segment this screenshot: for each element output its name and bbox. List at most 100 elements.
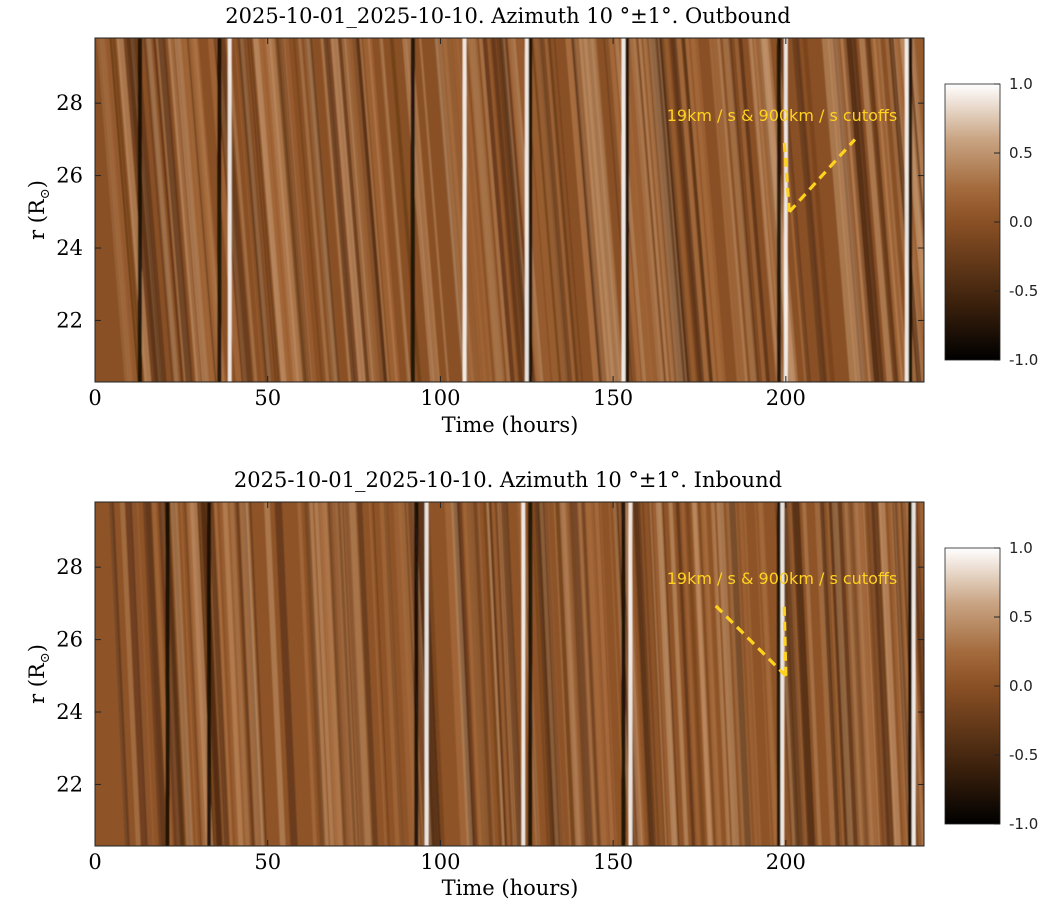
texture-streak <box>862 502 881 846</box>
colorbar-tick-label: -0.5 <box>1009 282 1038 300</box>
sun-symbol: ⊙ <box>38 652 53 663</box>
texture-streak <box>293 38 323 382</box>
texture-streak <box>696 502 717 846</box>
texture-streak <box>581 502 602 846</box>
texture-streak <box>125 502 148 846</box>
colorbar-tick-label: -1.0 <box>1009 351 1038 369</box>
texture-streak <box>553 38 583 382</box>
texture-streak <box>304 502 326 846</box>
texture-streak <box>559 502 581 846</box>
x-axis-label: Time (hours) <box>442 413 579 437</box>
dark-streak <box>528 38 533 382</box>
dark-streak <box>165 502 170 846</box>
texture-streak <box>327 502 347 846</box>
texture-streak <box>238 502 260 846</box>
texture-streak <box>297 502 317 846</box>
texture-streak <box>530 502 550 846</box>
texture-streak <box>452 38 487 382</box>
texture-streak <box>222 502 244 846</box>
texture-streak <box>368 502 387 846</box>
dark-streak <box>528 502 533 846</box>
texture-streak <box>354 502 373 846</box>
texture-streak <box>725 502 746 846</box>
texture-streak <box>681 38 714 382</box>
texture-streak <box>657 38 688 382</box>
texture-streak <box>393 502 415 846</box>
texture-streak <box>748 38 781 382</box>
texture-streak <box>500 38 531 382</box>
texture-streak <box>577 502 597 846</box>
texture-streak <box>668 502 689 846</box>
texture-streak <box>858 502 878 846</box>
texture-streak <box>119 502 141 846</box>
texture-streak <box>207 38 242 382</box>
texture-streak <box>472 502 494 846</box>
x-axis-label: Time (hours) <box>442 876 579 900</box>
texture-streak <box>479 38 509 382</box>
texture-streak <box>823 502 843 846</box>
texture-streak <box>586 38 621 382</box>
bright-streak <box>524 38 529 382</box>
texture-streak <box>733 38 768 382</box>
texture-streak <box>584 502 607 846</box>
texture-streak <box>867 38 899 382</box>
texture-streak <box>919 502 924 596</box>
heatmap-streaks <box>96 38 924 382</box>
bright-streak <box>621 38 626 382</box>
bright-streak <box>904 38 909 382</box>
texture-streak <box>659 38 691 382</box>
texture-streak <box>419 38 450 382</box>
texture-streak <box>890 502 908 846</box>
texture-streak <box>314 502 334 846</box>
annotation: 19km / s & 900km / s cutoffs <box>667 106 897 213</box>
texture-streak <box>108 38 140 382</box>
y-tick-label: 28 <box>56 555 83 579</box>
texture-streak <box>450 502 473 846</box>
texture-streak <box>280 38 310 382</box>
texture-streak <box>309 38 341 382</box>
texture-streak <box>710 38 746 382</box>
texture-streak <box>669 38 705 382</box>
texture-streak <box>547 38 579 382</box>
colorbar-tick-label: -1.0 <box>1009 815 1038 833</box>
texture-streak <box>235 502 255 846</box>
texture-streak <box>132 502 155 846</box>
texture-streak <box>213 502 233 846</box>
texture-streak <box>655 502 678 846</box>
sun-symbol: ⊙ <box>38 188 53 199</box>
x-tick-label: 100 <box>420 386 460 410</box>
texture-streak <box>633 502 654 846</box>
texture-streak <box>337 502 357 846</box>
texture-streak <box>496 502 515 846</box>
colorbar: 1.0 0.5 0.0 -0.5 -1.0 <box>944 539 1038 833</box>
bright-streak <box>521 502 526 846</box>
texture-streak <box>201 502 223 846</box>
texture-streak <box>190 38 224 382</box>
texture-streak <box>112 38 143 382</box>
texture-streak <box>383 502 404 846</box>
texture-streak <box>851 502 875 846</box>
texture-streak <box>170 502 194 846</box>
heatmap-streaks <box>109 502 924 846</box>
texture-streak <box>356 38 388 382</box>
texture-streak <box>573 38 605 382</box>
texture-streak <box>297 38 330 382</box>
texture-streak <box>367 38 400 382</box>
texture-streak <box>732 38 763 382</box>
bright-streak <box>227 38 232 382</box>
texture-streak <box>802 502 822 846</box>
dark-streak <box>217 38 222 382</box>
y-tick-label: 24 <box>56 236 83 260</box>
texture-streak <box>877 38 909 382</box>
annotation-lines <box>712 602 788 677</box>
chart-title: 2025-10-01_2025-10-10. Azimuth 10 °±1°. … <box>225 4 791 28</box>
dark-streak <box>908 38 913 382</box>
texture-streak <box>249 38 280 382</box>
colorbar-tick-label: -0.5 <box>1009 746 1038 764</box>
x-tick-label: 50 <box>254 386 281 410</box>
texture-streak <box>661 38 696 382</box>
texture-streak <box>864 38 896 382</box>
texture-streak <box>821 38 856 382</box>
texture-streak <box>168 38 202 382</box>
colorbar-scale <box>944 547 1001 825</box>
